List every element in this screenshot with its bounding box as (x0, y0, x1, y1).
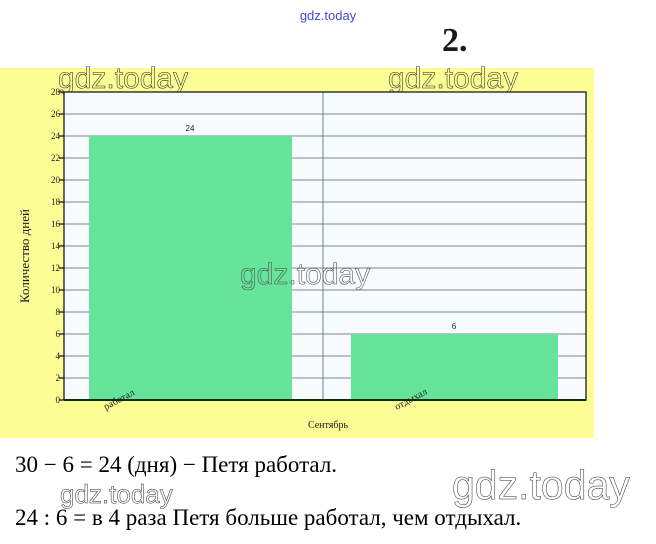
svg-text:18: 18 (51, 197, 61, 207)
svg-text:16: 16 (51, 219, 61, 229)
svg-text:8: 8 (56, 307, 61, 317)
svg-text:22: 22 (51, 153, 60, 163)
svg-text:2: 2 (56, 373, 61, 383)
svg-text:20: 20 (51, 175, 61, 185)
svg-text:12: 12 (51, 263, 60, 273)
svg-text:24: 24 (186, 124, 195, 133)
svg-text:28: 28 (51, 87, 61, 97)
svg-text:14: 14 (51, 241, 61, 251)
svg-text:10: 10 (51, 285, 61, 295)
svg-text:0: 0 (56, 395, 61, 405)
svg-text:26: 26 (51, 109, 61, 119)
svg-text:4: 4 (56, 351, 61, 361)
svg-text:24: 24 (51, 131, 61, 141)
svg-text:6: 6 (56, 329, 61, 339)
svg-text:6: 6 (452, 322, 457, 331)
